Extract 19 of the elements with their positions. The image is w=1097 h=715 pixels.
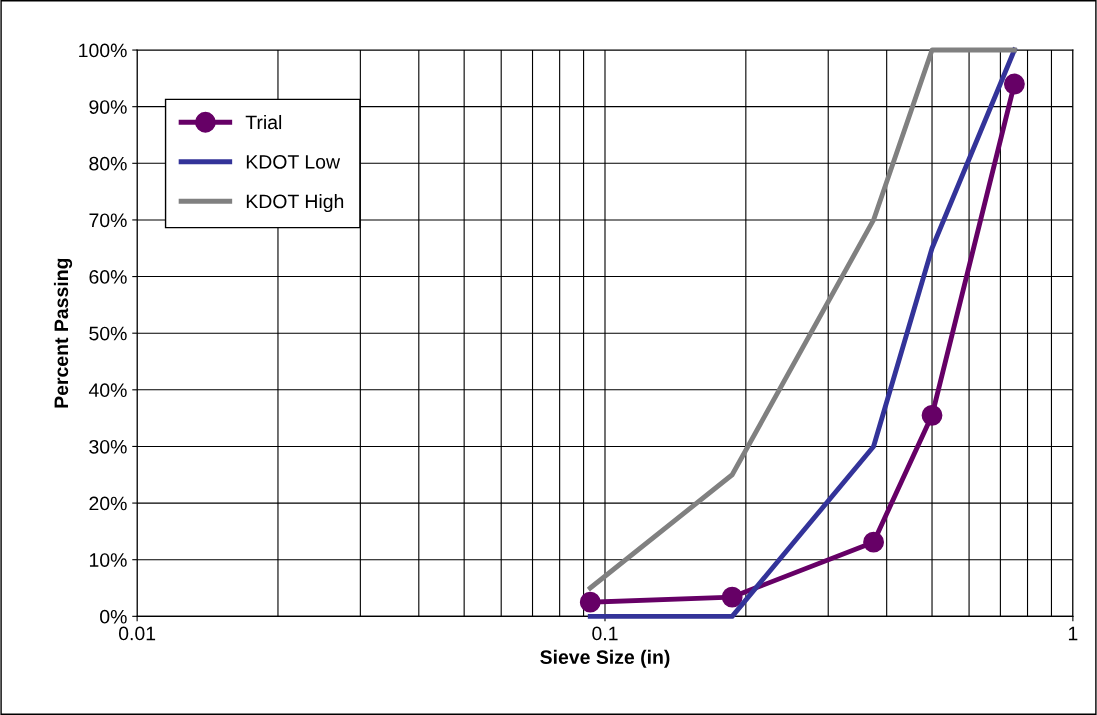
legend-label: KDOT Low: [246, 155, 341, 169]
y-tick-label: 100%: [79, 43, 127, 58]
y-tick-label: 60%: [89, 270, 127, 284]
y-tick-label: 50%: [89, 326, 127, 341]
y-tick-label: 80%: [89, 156, 127, 171]
x-tick-label: 0.01: [118, 626, 156, 641]
y-axis-title: Percent Passing: [53, 258, 73, 408]
legend-label: Trial: [245, 114, 282, 130]
y-tick-label: 0%: [100, 609, 127, 624]
legend-label: KDOT High: [246, 194, 344, 213]
y-tick-label: 10%: [89, 553, 127, 567]
y-tick-label: 90%: [89, 100, 127, 114]
x-axis-title: Sieve Size (in): [540, 649, 670, 668]
y-tick-label: 20%: [89, 496, 127, 511]
x-tick-label: 0.1: [592, 626, 618, 641]
y-tick-label: 40%: [88, 383, 127, 398]
x-tick-label: 1: [1068, 626, 1078, 641]
y-tick-label: 70%: [89, 213, 127, 228]
y-tick-label: 30%: [89, 439, 127, 454]
